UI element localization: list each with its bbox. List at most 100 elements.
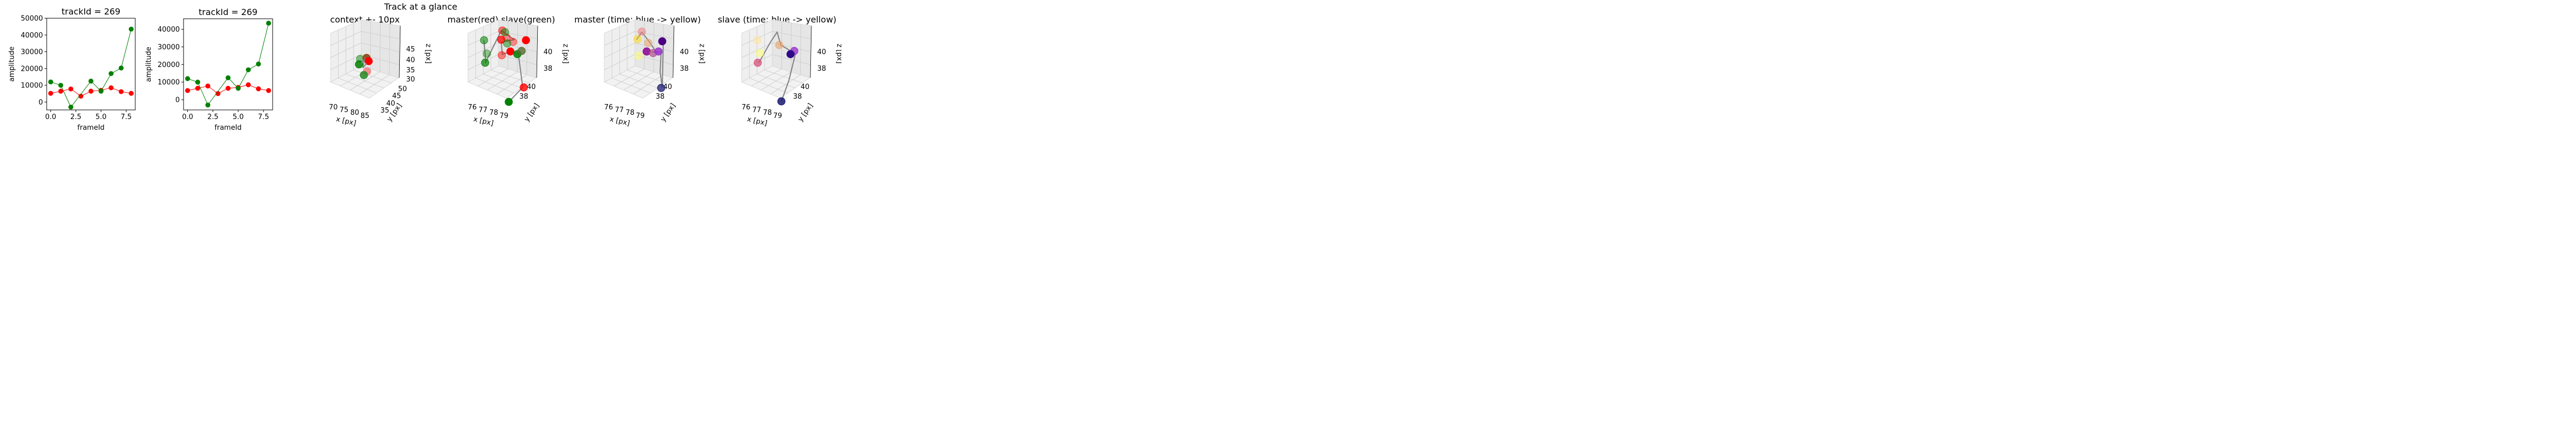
data-point [266, 88, 272, 93]
x-tick-label: 76 [604, 103, 613, 112]
plot-frame [46, 18, 136, 110]
scatter-point [482, 49, 491, 58]
scatter-point [644, 39, 653, 47]
data-point [98, 88, 104, 94]
y-tick-label: 30000 [158, 43, 180, 51]
z-axis-label: z [px] [698, 43, 706, 63]
grid-line [491, 70, 529, 83]
chart-1: trackId = 269 0.0 2.5 5.0 7.5 0 10000 20000 3000… [8, 6, 136, 132]
scatter-point [364, 57, 373, 65]
data-point [119, 89, 124, 94]
x-tick-label: 79 [500, 112, 509, 120]
data-point [108, 71, 114, 76]
grid-line [498, 54, 537, 65]
grid-line [483, 73, 522, 88]
data-point [225, 86, 231, 91]
y-axis-label: amplitude [8, 47, 16, 82]
y-tick-label: 0 [175, 96, 180, 104]
trajectory-line [758, 31, 796, 102]
x-tick-label: 5.0 [96, 113, 107, 121]
chart-title: slave (time: blue -> yellow) [718, 14, 836, 25]
scatter-point [517, 47, 526, 55]
data-point [185, 88, 191, 93]
data-point [48, 79, 54, 85]
scatter-point [633, 35, 642, 43]
figure: Track at a glance trackId = 269 0.0 2.5 5.0… [0, 0, 843, 140]
scatter-point [497, 35, 506, 44]
figure-suptitle: Track at a glance [384, 2, 457, 12]
y-tick-label: 38 [793, 93, 802, 101]
x-tick-label: 79 [636, 112, 645, 120]
x-tick-label: 76 [742, 103, 751, 112]
chart-title: master (time: blue -> yellow) [574, 14, 701, 25]
data-point [68, 105, 74, 110]
y-tick-label: 10000 [21, 82, 43, 90]
scatter-point [756, 49, 764, 57]
z-axis-line [672, 25, 675, 78]
x-tick-label: 78 [626, 109, 635, 117]
z-tick-label: 38 [544, 65, 553, 73]
x-axis-label: frameId [215, 124, 242, 132]
grid-line [633, 75, 663, 94]
x-axis-label: frameId [77, 124, 105, 132]
scatter-point [775, 41, 784, 49]
scatter-point [753, 58, 762, 67]
y-tick-label: 35 [380, 107, 390, 115]
y-tick-label: 20000 [158, 61, 180, 69]
x-tick-label: 79 [773, 112, 782, 120]
z-tick-label: 40 [817, 48, 826, 56]
data-point [185, 76, 191, 82]
x-axis-label: x [px] [609, 115, 631, 128]
data-point [246, 67, 251, 72]
data-point [108, 85, 114, 91]
scatter-point [480, 36, 488, 45]
x-tick-label: 7.5 [258, 113, 269, 121]
x-tick-label: 78 [763, 109, 772, 117]
data-point [215, 91, 221, 97]
data-point [68, 86, 74, 92]
x-tick-label: 80 [350, 109, 360, 117]
x-tick-label: 5.0 [233, 113, 244, 121]
x-tick-label: 77 [479, 106, 488, 114]
y-tick-label: 50000 [21, 15, 43, 23]
x-tick-label: 85 [361, 112, 370, 120]
grid-line [619, 73, 658, 88]
x-tick-label: 70 [329, 103, 338, 112]
grid-line [770, 75, 801, 94]
data-point [255, 61, 261, 66]
data-point [128, 91, 134, 96]
scatter-point [497, 51, 506, 60]
y-tick-label: 40 [386, 100, 396, 108]
data-point [48, 91, 54, 96]
data-point [205, 83, 210, 88]
scatter-point [654, 47, 663, 56]
scatter-point [634, 51, 643, 60]
scatter-point [509, 38, 517, 46]
scatter-point [519, 83, 528, 92]
data-point [119, 65, 124, 71]
grid-line [791, 23, 792, 72]
z-tick-label: 40 [544, 48, 553, 56]
grid-line [359, 75, 390, 94]
z-axis-line [810, 25, 812, 78]
x-tick-label: 0.0 [45, 113, 56, 121]
x-tick-label: 0.0 [182, 113, 193, 121]
x-axis-label: x [px] [747, 115, 768, 128]
scatter-point [504, 98, 513, 106]
z-tick-label: 40 [406, 56, 415, 64]
scatter-point [501, 28, 509, 36]
figure-canvas: Track at a glance trackId = 269 0.0 2.5 5.0… [8, 2, 843, 132]
scatter-point [360, 71, 368, 79]
z-axis-label: z [px] [424, 43, 432, 63]
z-axis-line [399, 25, 401, 78]
scatter-point [786, 50, 795, 58]
data-point [266, 20, 272, 26]
chart-title: context +- 10px [330, 14, 400, 25]
y-tick-label: 45 [392, 92, 401, 100]
y-tick-label: 0 [39, 99, 43, 107]
data-point [58, 83, 63, 88]
scatter-point [657, 84, 665, 92]
y-tick-label: 10000 [158, 79, 180, 87]
y-axis-label: y [px] [659, 102, 677, 123]
